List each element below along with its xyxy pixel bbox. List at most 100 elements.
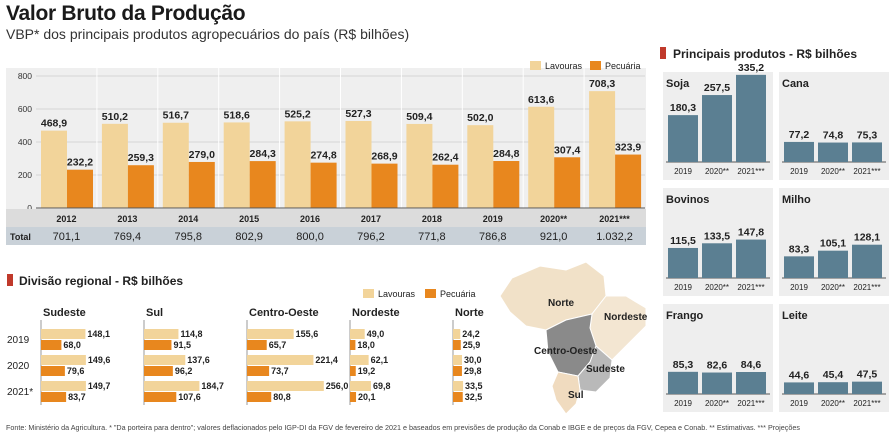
main-x-tick-label: 2015 xyxy=(239,214,259,224)
region-pecuaria-value: 107,6 xyxy=(178,392,201,402)
product-name: Bovinos xyxy=(666,194,709,206)
region-lavouras-bar xyxy=(350,355,369,365)
pecuaria-bar xyxy=(249,161,276,208)
region-pecuaria-value: 25,9 xyxy=(463,340,481,350)
total-value: 769,4 xyxy=(114,231,142,243)
product-bar xyxy=(784,382,814,394)
pecuaria-bar xyxy=(371,163,398,208)
regional-section-marker xyxy=(7,274,13,286)
pecuaria-bar xyxy=(67,169,93,208)
map-region-sudeste xyxy=(577,345,613,393)
region-pecuaria-value: 83,7 xyxy=(68,392,86,402)
lavouras-value-label: 518,6 xyxy=(224,109,250,121)
region-lavouras-value: 256,0 xyxy=(326,381,349,391)
region-lavouras-bar xyxy=(144,381,200,391)
product-bar xyxy=(818,142,848,162)
pecuaria-bar xyxy=(127,165,154,208)
region-lavouras-bar xyxy=(453,329,461,339)
product-value-label: 74,8 xyxy=(823,130,844,142)
product-year-label: 2019 xyxy=(674,283,692,292)
product-year-label: 2020** xyxy=(705,399,729,408)
product-name: Soja xyxy=(666,78,690,90)
region-lavouras-value: 49,0 xyxy=(367,329,385,339)
lavouras-value-label: 468,9 xyxy=(41,118,67,130)
region-pecuaria-value: 32,5 xyxy=(465,392,483,402)
region-pecuaria-value: 68,0 xyxy=(63,340,81,350)
region-pecuaria-bar xyxy=(350,340,356,350)
product-value-label: 115,5 xyxy=(670,235,696,247)
region-lavouras-value: 137,6 xyxy=(187,355,210,365)
product-year-label: 2021*** xyxy=(737,167,764,176)
region-pecuaria-bar xyxy=(247,340,267,350)
main-x-tick-label: 2013 xyxy=(117,214,137,224)
product-value-label: 147,8 xyxy=(738,227,764,239)
region-pecuaria-bar xyxy=(247,366,270,376)
lavouras-bar xyxy=(284,121,311,208)
region-lavouras-bar xyxy=(41,329,86,339)
main-x-tick-label: 2014 xyxy=(178,214,198,224)
region-lavouras-value: 24,2 xyxy=(462,329,480,339)
region-lavouras-bar xyxy=(350,381,371,391)
region-pecuaria-bar xyxy=(453,366,462,376)
product-year-label: 2019 xyxy=(790,399,808,408)
region-lavouras-bar xyxy=(350,329,365,339)
product-year-label: 2020** xyxy=(705,167,729,176)
product-bar xyxy=(668,247,698,278)
pecuaria-value-label: 262,4 xyxy=(432,152,458,164)
region-lavouras-value: 62,1 xyxy=(371,355,389,365)
region-lavouras-bar xyxy=(453,381,464,391)
product-bar xyxy=(784,141,814,162)
product-bar xyxy=(736,239,766,278)
product-value-label: 44,6 xyxy=(789,369,810,381)
product-bar xyxy=(668,371,698,394)
region-pecuaria-bar xyxy=(41,392,67,402)
pecuaria-value-label: 307,4 xyxy=(554,144,580,156)
total-value: 701,1 xyxy=(53,231,81,243)
total-value: 796,2 xyxy=(357,231,385,243)
regional-legend-pecuaria-swatch xyxy=(425,289,436,298)
region-pecuaria-bar xyxy=(350,392,357,402)
pecuaria-bar xyxy=(188,161,215,208)
region-lavouras-bar xyxy=(144,355,186,365)
product-name: Milho xyxy=(782,194,811,206)
product-bar xyxy=(702,243,732,278)
region-pecuaria-bar xyxy=(41,340,62,350)
lavouras-value-label: 510,2 xyxy=(102,111,128,123)
pecuaria-bar xyxy=(493,161,520,208)
regional-legend-lavouras-swatch xyxy=(363,289,374,298)
product-bar xyxy=(702,95,732,162)
region-pecuaria-value: 20,1 xyxy=(358,392,376,402)
product-year-label: 2021*** xyxy=(853,399,880,408)
region-pecuaria-value: 73,7 xyxy=(271,366,289,376)
product-year-label: 2021*** xyxy=(853,283,880,292)
map-region-label: Sul xyxy=(568,390,584,401)
pecuaria-value-label: 232,2 xyxy=(67,157,93,169)
legend-lavouras-label: Lavouras xyxy=(545,61,583,71)
pecuaria-bar xyxy=(310,162,337,208)
main-x-tick-label: 2016 xyxy=(300,214,320,224)
region-lavouras-bar xyxy=(247,355,314,365)
region-pecuaria-bar xyxy=(144,366,173,376)
page-subtitle: VBP* dos principais produtos agropecuári… xyxy=(6,26,410,42)
region-pecuaria-value: 96,2 xyxy=(175,366,193,376)
lavouras-bar xyxy=(101,123,128,208)
region-pecuaria-bar xyxy=(247,392,272,402)
region-pecuaria-bar xyxy=(453,392,463,402)
lavouras-bar xyxy=(162,122,189,208)
total-value: 921,0 xyxy=(540,231,568,243)
pecuaria-value-label: 268,9 xyxy=(371,151,397,163)
pecuaria-value-label: 284,3 xyxy=(250,148,276,160)
pecuaria-value-label: 259,3 xyxy=(128,152,154,164)
lavouras-bar xyxy=(406,123,433,208)
product-bar xyxy=(668,115,698,162)
product-value-label: 335,2 xyxy=(738,62,764,74)
pecuaria-bar xyxy=(615,154,642,208)
product-value-label: 128,1 xyxy=(854,232,880,244)
region-pecuaria-bar xyxy=(144,392,177,402)
product-bar xyxy=(852,381,882,394)
region-pecuaria-value: 80,8 xyxy=(273,392,291,402)
total-value: 802,9 xyxy=(235,231,263,243)
regional-title: Divisão regional - R$ bilhões xyxy=(19,274,183,288)
products-section-marker xyxy=(660,47,666,59)
